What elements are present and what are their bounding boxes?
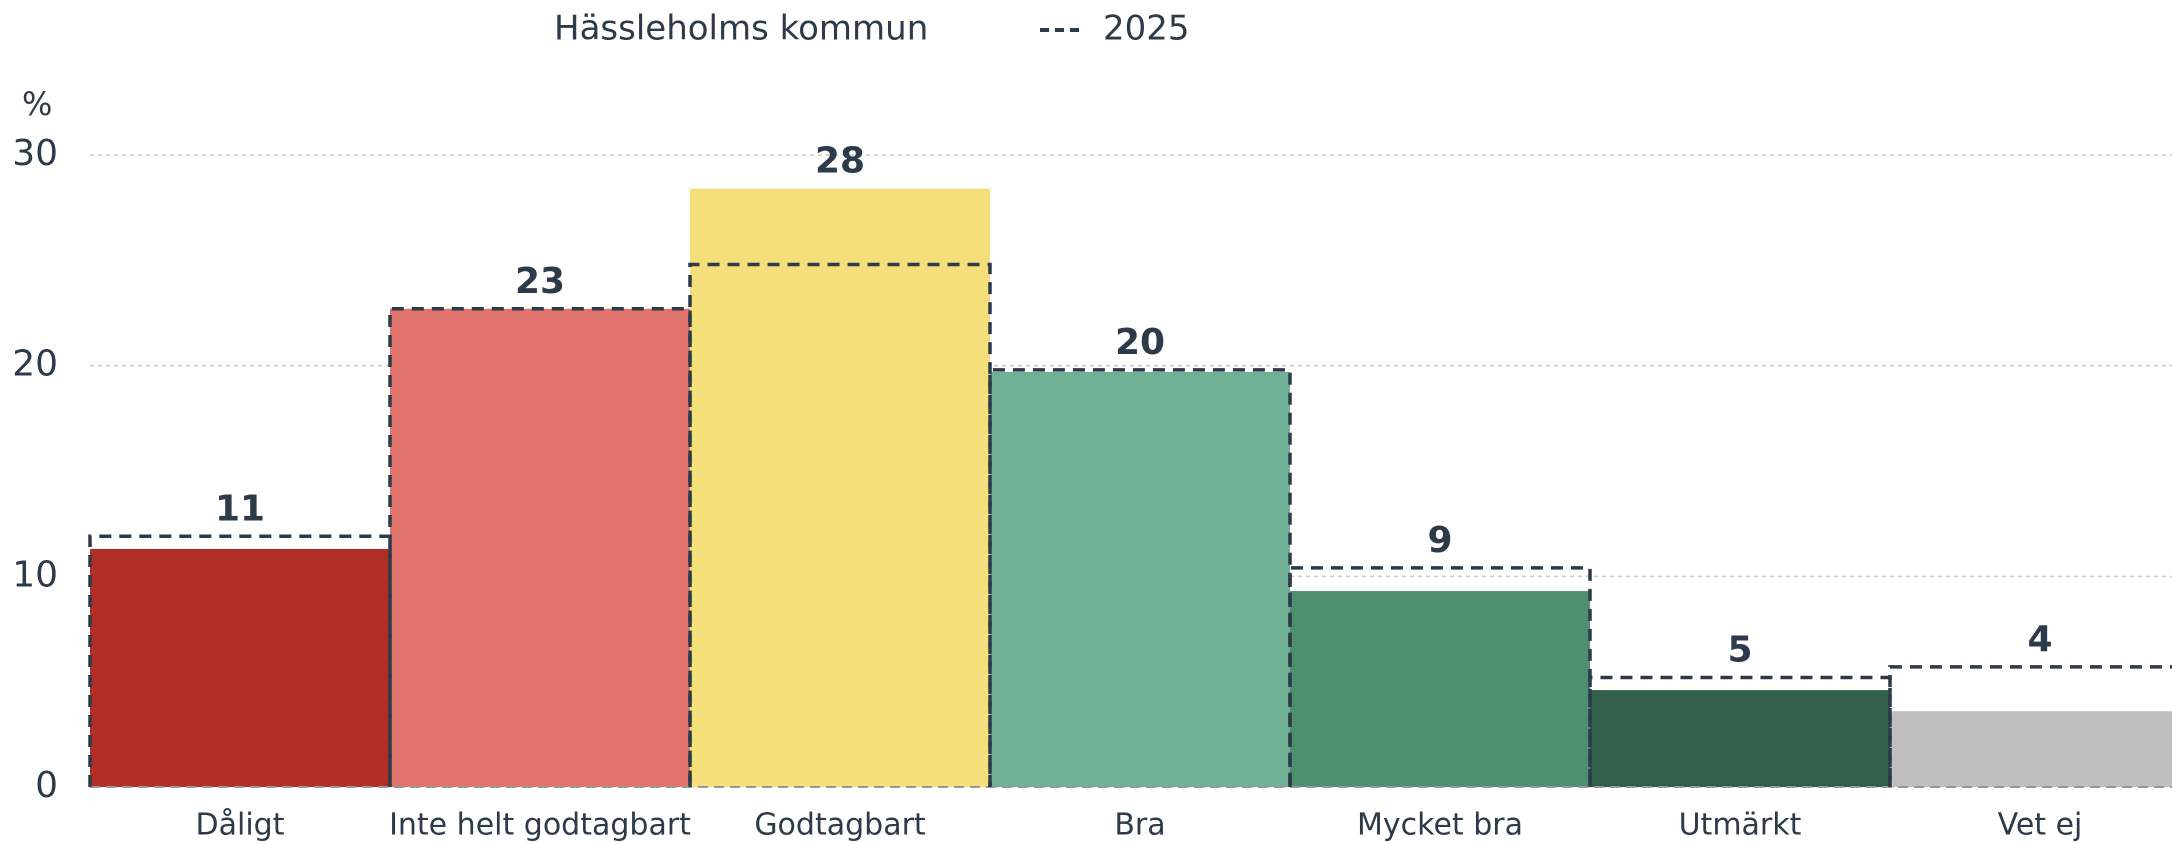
legend-label: Hässleholms kommun — [554, 9, 928, 49]
data-label: 9 — [1427, 520, 1452, 561]
data-label: 23 — [515, 261, 565, 302]
bar — [1290, 591, 1590, 787]
x-tick-label: Godtagbart — [754, 808, 926, 842]
y-tick-label: 20 — [12, 344, 58, 385]
y-tick-label: 30 — [12, 133, 58, 174]
x-tick-label: Utmärkt — [1679, 808, 1802, 842]
y-tick-label: 10 — [12, 554, 58, 595]
bar — [990, 371, 1290, 787]
x-tick-label: Vet ej — [1998, 808, 2083, 842]
reference-outline — [388, 307, 692, 787]
bar — [1890, 711, 2172, 787]
data-label: 28 — [815, 141, 865, 182]
x-tick-label: Bra — [1114, 808, 1165, 842]
y-tick-label: 0 — [35, 765, 58, 806]
legend-label: 2025 — [1103, 9, 1190, 49]
reference-outline — [88, 534, 392, 787]
data-label: 20 — [1115, 322, 1165, 363]
bar — [1590, 690, 1890, 787]
x-tick-label: Inte helt godtagbart — [389, 808, 691, 842]
y-axis-label: % — [22, 85, 52, 123]
bar — [690, 188, 990, 787]
data-label: 5 — [1727, 629, 1752, 670]
data-label: 4 — [2027, 619, 2052, 660]
x-tick-label: Mycket bra — [1357, 808, 1523, 842]
reference-outline — [1888, 665, 2172, 787]
data-label: 11 — [215, 488, 265, 529]
bar — [90, 548, 390, 787]
bar — [390, 308, 690, 787]
reference-outline — [1588, 675, 1892, 787]
x-tick-label: Dåligt — [196, 808, 285, 842]
